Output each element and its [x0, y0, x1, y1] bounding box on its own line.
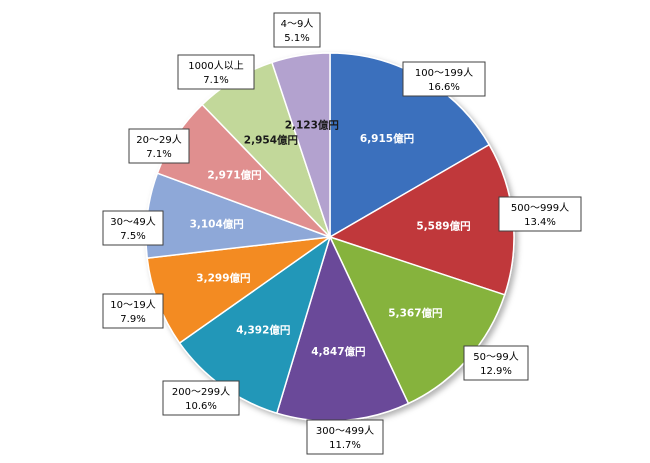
- pie-slices: [145, 52, 515, 422]
- callout-percent: 10.6%: [185, 401, 217, 412]
- callout-category: 4〜9人: [281, 18, 314, 30]
- slice-value-label: 3,299億円: [196, 272, 250, 285]
- slice-value-label: 6,915億円: [360, 132, 414, 145]
- callout-percent: 5.1%: [284, 33, 309, 44]
- callout-percent: 7.1%: [203, 75, 228, 86]
- callout-category: 10〜19人: [110, 299, 155, 311]
- pie-slice: [271, 52, 331, 238]
- slice-value-label: 4,392億円: [236, 324, 290, 337]
- slice-callout: 1000人以上 7.1%: [177, 54, 255, 90]
- callout-category: 1000人以上: [188, 60, 243, 72]
- callout-box: [273, 12, 321, 48]
- slice-value-label: 2,123億円: [285, 118, 339, 131]
- slice-callout: 200〜299人 10.6%: [162, 380, 240, 416]
- callout-category: 30〜49人: [110, 216, 155, 228]
- slice-value-label: 5,367億円: [388, 307, 442, 320]
- callout-percent: 13.4%: [524, 217, 556, 228]
- callout-percent: 7.1%: [146, 149, 171, 160]
- slice-callout: 10〜19人 7.9%: [102, 293, 164, 329]
- slice-callout: 30〜49人 7.5%: [102, 210, 164, 246]
- callout-box: [402, 61, 486, 97]
- callout-category: 20〜29人: [136, 134, 181, 146]
- callout-box: [162, 380, 240, 416]
- callout-box: [102, 210, 164, 246]
- slice-callout: 100〜199人 16.6%: [402, 61, 486, 97]
- category-callouts: 100〜199人 16.6% 500〜999人 13.4% 50〜99人 12.9% 300…: [102, 12, 582, 455]
- callout-box: [102, 293, 164, 329]
- callout-box: [177, 54, 255, 90]
- callout-percent: 7.5%: [120, 231, 145, 242]
- callout-category: 100〜199人: [415, 67, 473, 79]
- slice-callout: 500〜999人 13.4%: [498, 196, 582, 232]
- callout-category: 200〜299人: [172, 386, 230, 398]
- slice-callout: 50〜99人 12.9%: [463, 345, 529, 381]
- callout-box: [498, 196, 582, 232]
- callout-category: 300〜499人: [316, 425, 374, 437]
- slice-callout: 20〜29人 7.1%: [128, 128, 190, 164]
- slice-callout: 4〜9人 5.1%: [273, 12, 321, 48]
- callout-category: 50〜99人: [473, 351, 518, 363]
- slice-callout: 300〜499人 11.7%: [306, 419, 384, 455]
- callout-box: [128, 128, 190, 164]
- callout-category: 500〜999人: [511, 202, 569, 214]
- value-labels: 6,915億円 5,589億円 5,367億円 4,847億円 4,392億円 3,299…: [190, 118, 471, 357]
- callout-percent: 7.9%: [120, 314, 145, 325]
- slice-value-label: 2,954億円: [244, 133, 298, 146]
- slice-value-label: 4,847億円: [311, 345, 365, 358]
- callout-percent: 16.6%: [428, 82, 460, 93]
- callout-box: [463, 345, 529, 381]
- slice-value-label: 3,104億円: [190, 217, 244, 230]
- slice-value-label: 2,971億円: [207, 169, 261, 182]
- callout-percent: 11.7%: [329, 440, 361, 451]
- callout-box: [306, 419, 384, 455]
- callout-percent: 12.9%: [480, 366, 512, 377]
- slice-value-label: 5,589億円: [416, 219, 470, 232]
